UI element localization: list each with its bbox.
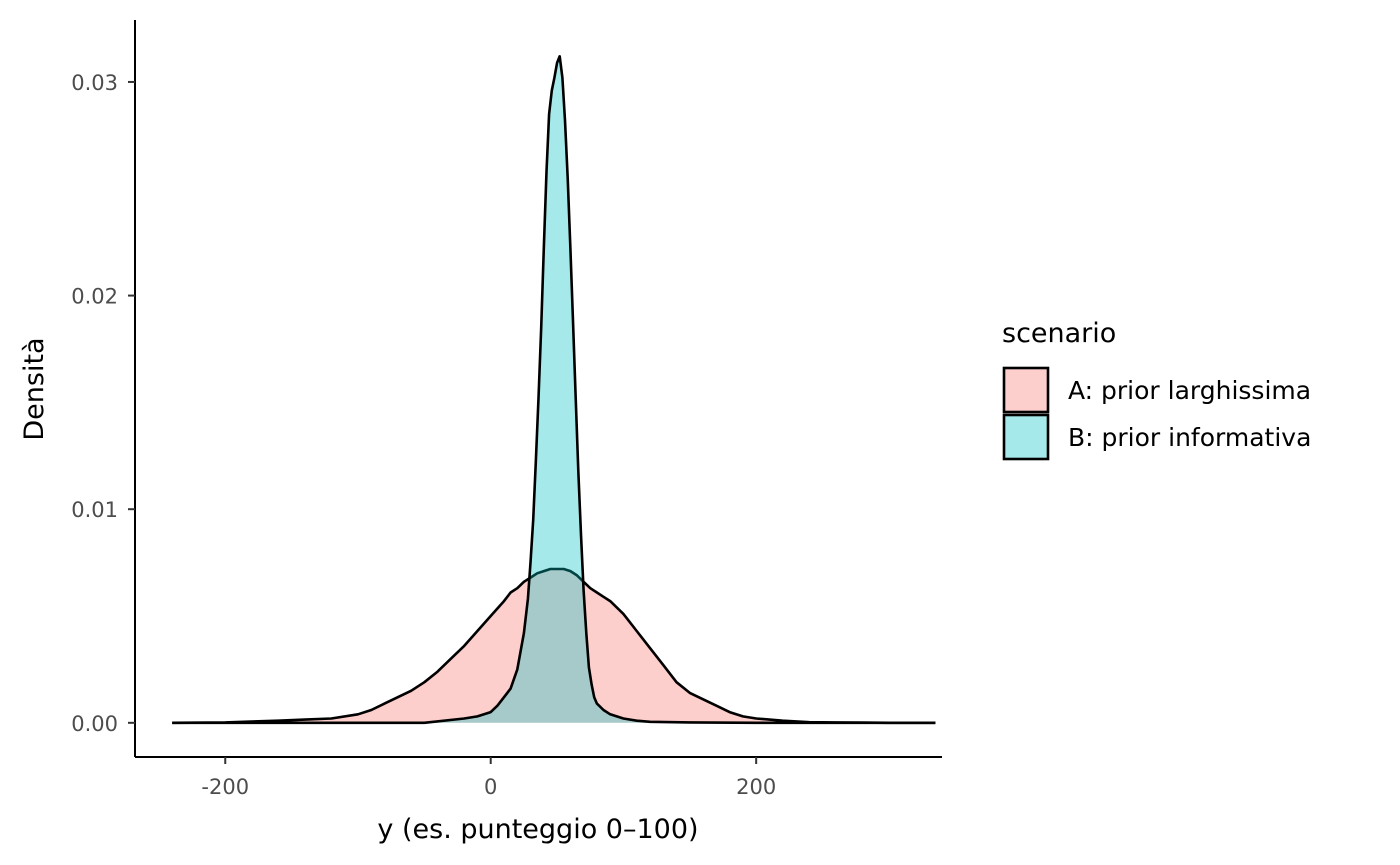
legend-label-2: B: prior informativa <box>1068 423 1311 452</box>
x-tick-label: 0 <box>484 775 497 799</box>
density-line-2 <box>172 55 936 725</box>
legend-key-1 <box>1002 366 1050 414</box>
density-area-1 <box>172 569 936 723</box>
density-line-1 <box>172 567 936 725</box>
legend-label-1: A: prior larghissima <box>1068 376 1311 405</box>
legend: scenario A: prior larghissima B: prior in… <box>1002 318 1311 461</box>
y-tick-label: 0.02 <box>71 285 118 309</box>
legend-key-background <box>1004 368 1048 412</box>
y-ticks: 0.00 0.01 0.02 0.03 <box>71 71 135 736</box>
x-tick-label: 200 <box>736 775 776 799</box>
y-tick-label: 0.03 <box>71 71 118 95</box>
density-areas <box>172 55 936 725</box>
legend-items: A: prior larghissima B: prior informativa <box>1002 366 1311 461</box>
legend-key-2 <box>1002 413 1050 461</box>
y-tick-label: 0.01 <box>71 498 118 522</box>
legend-title: scenario <box>1002 318 1116 349</box>
y-tick-label: 0.00 <box>71 712 118 736</box>
x-tick-label: -200 <box>201 775 249 799</box>
density-area-2 <box>172 56 936 723</box>
x-ticks: -200 0 200 <box>201 757 776 799</box>
legend-key-background <box>1004 415 1048 459</box>
x-axis-title: y (es. punteggio 0–100) <box>377 814 698 845</box>
axes <box>134 20 942 758</box>
y-axis-title: Densità <box>19 337 50 440</box>
